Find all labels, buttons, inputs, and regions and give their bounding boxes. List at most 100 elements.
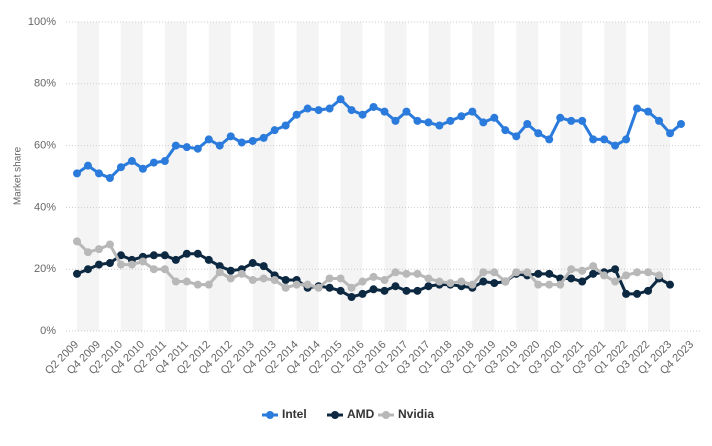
point	[666, 129, 675, 138]
y-tick-label: 80%	[34, 78, 56, 90]
band	[604, 22, 627, 331]
point	[490, 268, 499, 277]
point	[94, 169, 103, 178]
point	[182, 249, 191, 258]
point	[567, 274, 576, 283]
point	[204, 135, 213, 144]
point	[479, 277, 488, 286]
point	[677, 119, 686, 128]
y-tick-label: 40%	[34, 201, 56, 213]
point	[534, 129, 543, 138]
point	[303, 280, 312, 289]
point	[545, 135, 554, 144]
point	[226, 266, 235, 275]
point	[94, 245, 103, 254]
point	[369, 102, 378, 111]
point	[622, 135, 631, 144]
point	[281, 121, 290, 130]
point	[611, 265, 620, 274]
point	[325, 283, 334, 292]
point	[303, 104, 312, 113]
point	[358, 289, 367, 298]
point	[545, 269, 554, 278]
point	[391, 116, 400, 125]
point	[424, 274, 433, 283]
point	[633, 268, 642, 277]
point	[666, 280, 675, 289]
point	[149, 251, 158, 260]
point	[314, 106, 323, 115]
point	[171, 141, 180, 150]
point	[622, 289, 631, 298]
legend-label: Nvidia	[398, 407, 434, 421]
point	[633, 289, 642, 298]
point	[369, 285, 378, 294]
point	[424, 118, 433, 127]
point	[391, 268, 400, 277]
point	[347, 293, 356, 302]
point	[193, 280, 202, 289]
point	[479, 118, 488, 127]
point	[380, 286, 389, 295]
point	[259, 262, 268, 271]
point	[270, 126, 279, 135]
point	[94, 260, 103, 269]
point	[578, 116, 587, 125]
point	[534, 269, 543, 278]
point	[501, 277, 510, 286]
point	[358, 110, 367, 119]
point	[413, 269, 422, 278]
point	[215, 268, 224, 277]
point	[73, 237, 81, 246]
bands	[77, 22, 671, 331]
band	[648, 22, 671, 331]
point	[336, 286, 345, 295]
band	[340, 22, 363, 331]
point	[512, 268, 521, 277]
point	[281, 283, 290, 292]
band	[164, 22, 187, 331]
point	[413, 286, 422, 295]
point	[105, 174, 114, 183]
point	[171, 255, 180, 264]
point	[556, 280, 565, 289]
point	[292, 280, 301, 289]
point	[160, 265, 169, 274]
point	[204, 255, 213, 264]
point	[578, 277, 587, 286]
point	[226, 132, 235, 141]
point	[644, 107, 653, 116]
point	[347, 106, 356, 115]
point	[160, 157, 169, 166]
legend-label: Intel	[282, 407, 307, 421]
band	[77, 22, 99, 331]
legend-label: AMD	[347, 407, 375, 421]
y-tick-label: 100%	[28, 16, 56, 28]
point	[435, 121, 444, 130]
band	[384, 22, 407, 331]
point	[116, 163, 125, 172]
point	[160, 251, 169, 260]
point	[248, 259, 257, 268]
band	[516, 22, 539, 331]
point	[402, 269, 411, 278]
point	[567, 116, 576, 125]
point	[347, 283, 356, 292]
point	[105, 240, 114, 249]
point	[633, 104, 642, 113]
band	[296, 22, 319, 331]
point	[182, 143, 191, 152]
point	[358, 277, 367, 286]
point	[446, 116, 455, 125]
point	[545, 280, 554, 289]
point	[479, 268, 488, 277]
point	[138, 164, 147, 173]
point	[325, 274, 334, 283]
point	[336, 95, 345, 104]
point	[259, 133, 268, 142]
point	[116, 251, 125, 260]
point	[215, 262, 224, 271]
point	[138, 257, 147, 266]
point	[369, 272, 378, 281]
